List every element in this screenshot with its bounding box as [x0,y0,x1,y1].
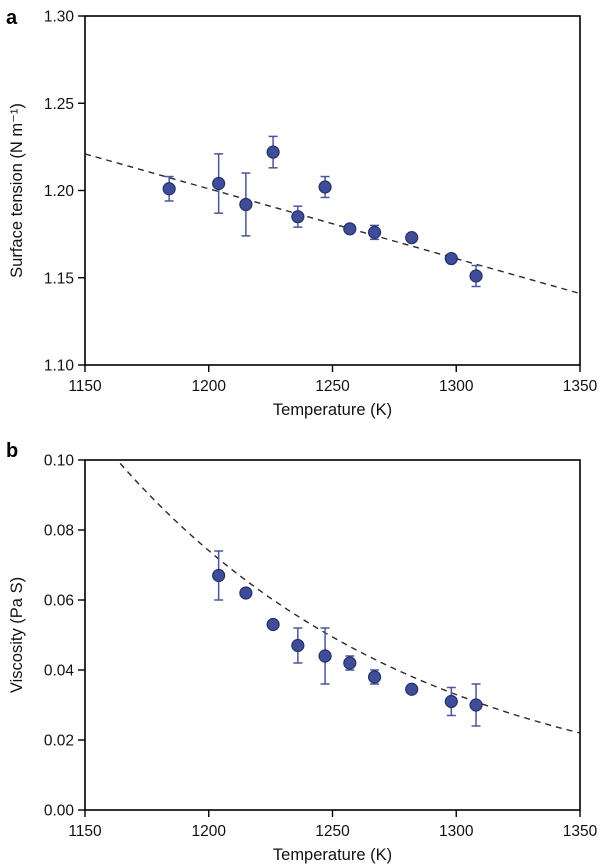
y-axis-title: Viscosity (Pa S) [8,577,26,693]
data-point [343,656,357,670]
data-point [367,225,382,239]
y-tick-label: 1.30 [44,9,75,26]
x-tick-label: 1300 [439,823,474,840]
data-point [239,586,253,600]
fit-line [85,153,580,295]
y-tick-label: 1.25 [44,96,74,113]
y-tick-label: 0.10 [44,453,75,470]
panel-label-b: b [6,440,18,462]
data-point [318,180,332,194]
data-point [291,210,305,224]
data-point [212,176,226,191]
x-tick-label: 1350 [563,378,598,395]
data-point [405,231,419,245]
data-point [405,682,419,696]
y-tick-label: 0.02 [44,733,74,750]
data-point [469,269,483,283]
x-tick-label: 1150 [68,378,102,395]
data-point [266,617,280,632]
surface-tension-chart: a 1150 1200 1250 1300 1350 1.10 1.15 1.20 1.25 1.3… [6,7,598,419]
data-point [469,698,483,712]
y-tick-label: 0.04 [44,663,75,680]
fit-line [116,460,580,734]
x-tick-label: 1250 [315,823,350,840]
data-point [367,670,382,684]
data-point [444,694,458,709]
x-axis-title: Temperature (K) [273,846,392,864]
data-point [291,638,305,653]
plot-frame [84,15,581,366]
y-tick-label: 1.20 [44,183,75,200]
y-tick-label: 0.06 [44,593,74,610]
plot-frame [84,459,581,811]
viscosity-chart: b 1150 1200 1250 1300 1350 0.00 0.02 0.04 0.06 0.0… [6,440,598,864]
y-tick-label: 1.10 [44,358,75,375]
x-axis-title: Temperature (K) [273,401,392,419]
data-point [266,145,280,159]
data-point [318,649,332,663]
y-tick-label: 1.15 [44,270,74,287]
panel-label-a: a [6,7,18,29]
data-point [162,182,176,196]
y-tick-label: 0.08 [44,523,74,540]
x-tick-label: 1350 [563,823,598,840]
y-axis-title: Surface tension (N m⁻¹) [8,103,26,278]
y-tick-label: 0.00 [44,803,75,820]
x-tick-label: 1300 [439,378,474,395]
x-tick-label: 1150 [68,823,102,840]
data-point [212,568,226,583]
x-tick-label: 1200 [192,378,227,395]
data-point [239,197,253,212]
x-tick-label: 1250 [315,378,350,395]
x-tick-label: 1200 [192,823,227,840]
data-point [444,251,458,266]
data-point [343,222,357,236]
